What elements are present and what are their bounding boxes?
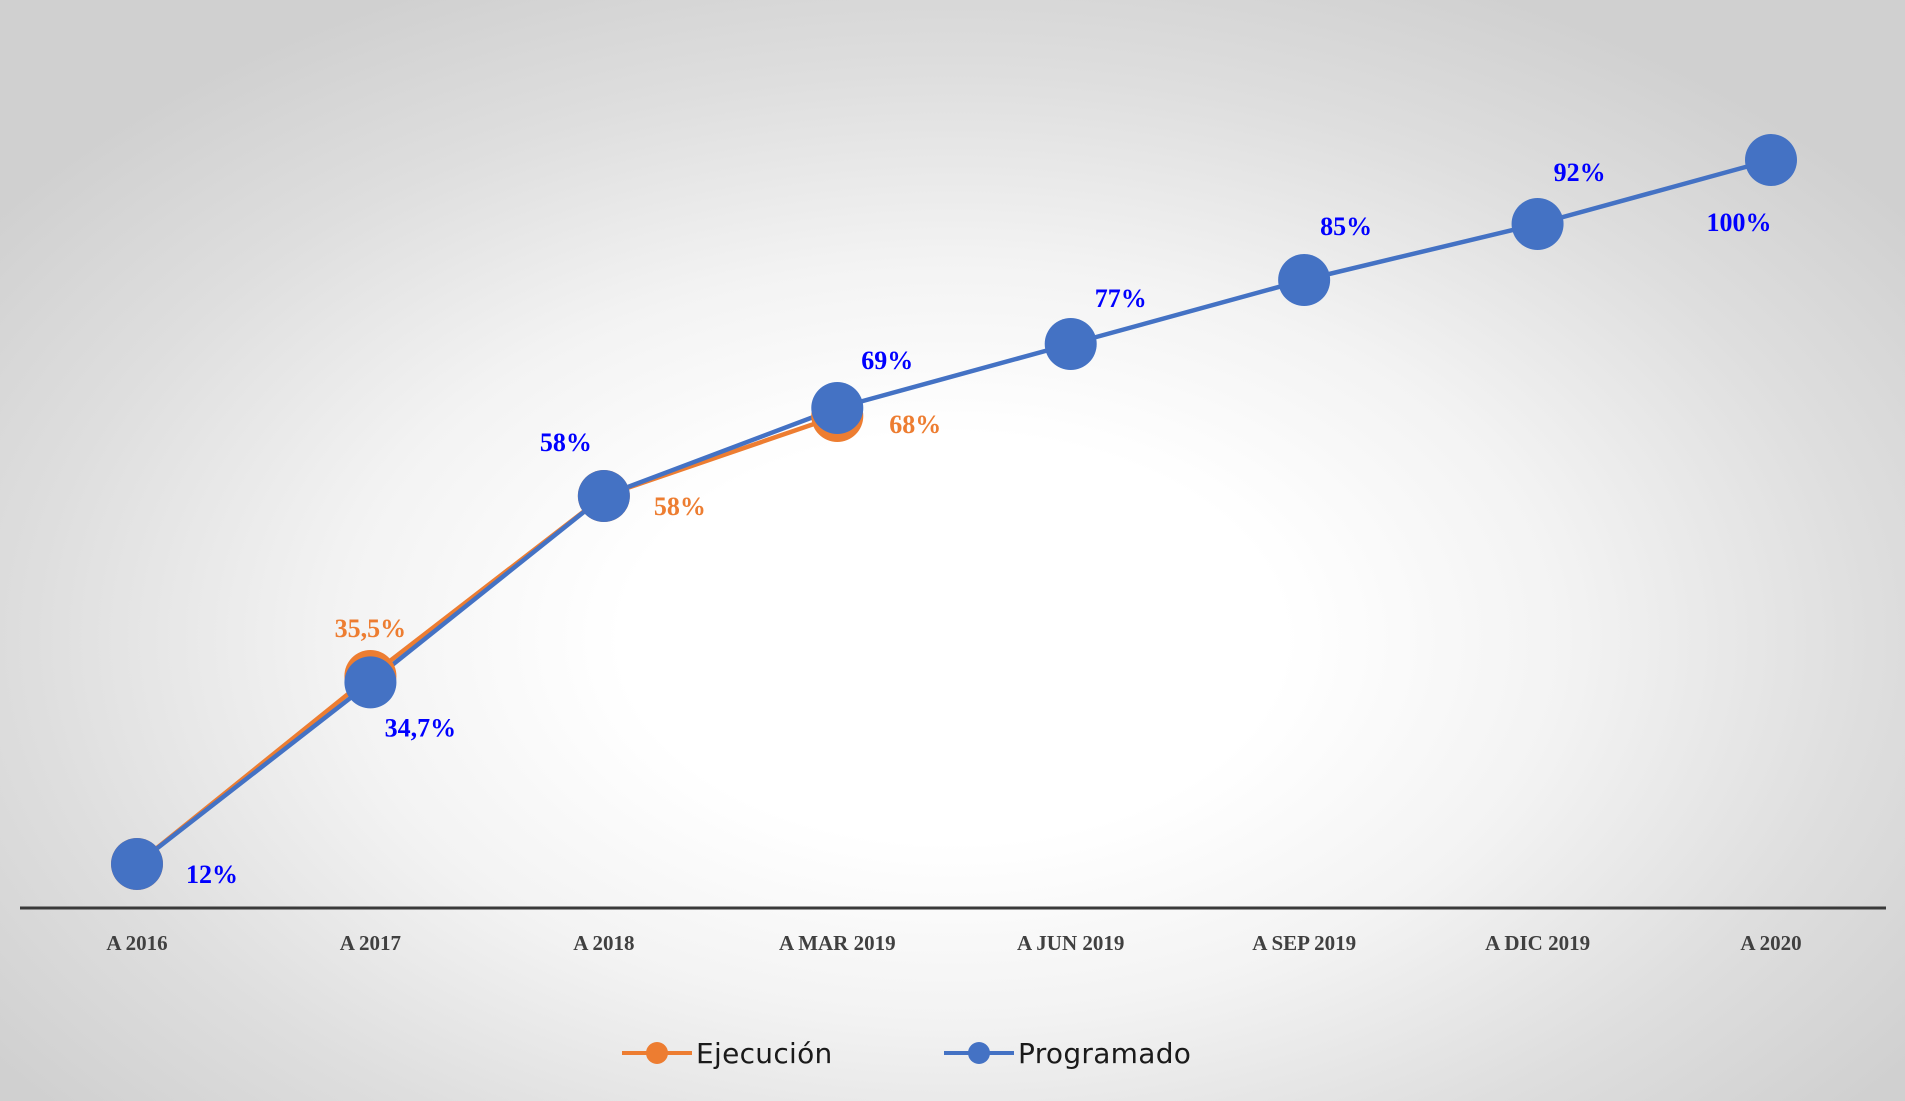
x-tick-label: A SEP 2019: [1252, 931, 1356, 955]
series-markers: [111, 134, 1797, 890]
marker-programado[interactable]: [577, 470, 630, 522]
data-label-programado: 92%: [1554, 158, 1606, 187]
data-label-ejecucion: 58%: [654, 492, 706, 521]
data-label-programado: 69%: [861, 346, 913, 375]
x-tick-label: A JUN 2019: [1017, 931, 1124, 955]
series-line-programado: [134, 157, 1774, 867]
data-label-programado: 77%: [1095, 284, 1147, 313]
legend-item-ejecucion[interactable]: Ejecución: [620, 1030, 833, 1076]
data-label-programado: 85%: [1320, 212, 1372, 241]
x-tick-label: A DIC 2019: [1485, 931, 1590, 955]
legend-label-programado: Programado: [1018, 1036, 1192, 1070]
x-tick-label: A 2018: [573, 931, 634, 955]
x-tick-label: A 2016: [106, 931, 167, 955]
series-line-ejecucion: [134, 413, 840, 867]
marker-programado[interactable]: [1278, 254, 1331, 306]
markers-ejecucion: [111, 390, 864, 890]
marker-programado[interactable]: [1044, 318, 1097, 370]
data-label-ejecucion: 35,5%: [335, 614, 407, 643]
legend-label-ejecucion: Ejecución: [696, 1036, 833, 1070]
data-label-programado: 34,7%: [385, 713, 457, 742]
data-label-programado: 100%: [1707, 208, 1772, 237]
legend-item-programado[interactable]: Programado: [942, 1030, 1191, 1076]
x-tick-label: A 2017: [340, 931, 401, 955]
markers-programado: [111, 134, 1797, 890]
x-tick-label: A MAR 2019: [779, 931, 896, 955]
legend: Ejecución Programado: [0, 1030, 1905, 1076]
legend-swatch-ejecucion: [622, 1042, 692, 1064]
x-axis-tick-labels: A 2016 A 2017 A 2018 A MAR 2019 A JUN 2019 A …: [106, 931, 1801, 955]
data-label-programado: 12%: [186, 860, 238, 889]
x-tick-label: A 2020: [1740, 931, 1801, 955]
marker-programado[interactable]: [344, 656, 397, 709]
marker-programado[interactable]: [1511, 198, 1564, 250]
data-label-ejecucion: 68%: [889, 410, 941, 439]
legend-swatch-programado: [944, 1042, 1014, 1064]
marker-programado[interactable]: [1745, 134, 1797, 186]
marker-programado[interactable]: [811, 382, 864, 434]
marker-programado[interactable]: [111, 838, 163, 890]
data-labels: 35,5% 58% 68% 12% 34,7% 58% 69% 77% 85% 92% 100%: [186, 158, 1772, 889]
series-lines: [134, 157, 1774, 867]
data-label-programado: 58%: [540, 428, 592, 457]
